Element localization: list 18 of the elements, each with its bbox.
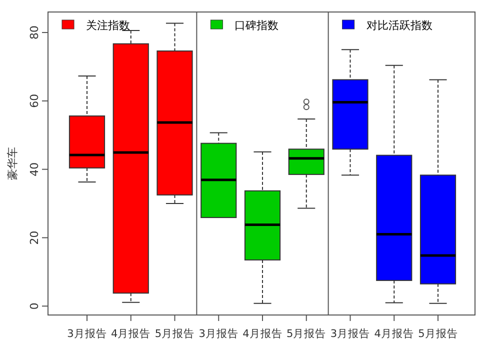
x-tick-label: 4月报告 bbox=[111, 327, 151, 340]
x-tick-label: 3月报告 bbox=[67, 327, 107, 340]
x-tick-label: 3月报告 bbox=[330, 327, 370, 340]
x-tick-label: 3月报告 bbox=[198, 327, 238, 340]
legend-label: 口碑指数 bbox=[234, 19, 279, 32]
x-tick-label: 5月报告 bbox=[418, 327, 458, 340]
legend-label: 对比活跃指数 bbox=[366, 19, 432, 32]
y-tick-label: 80 bbox=[28, 26, 41, 40]
x-tick-label: 5月报告 bbox=[286, 327, 326, 340]
x-tick-label: 4月报告 bbox=[242, 327, 282, 340]
y-tick-label: 20 bbox=[28, 230, 41, 245]
y-tick-label: 0 bbox=[28, 302, 41, 310]
x-tick-label: 4月报告 bbox=[374, 327, 414, 340]
y-axis-title: 豪华车 bbox=[6, 147, 19, 180]
legend-label: 关注指数 bbox=[86, 19, 130, 32]
x-tick-label: 5月报告 bbox=[154, 327, 195, 340]
y-tick-label: 40 bbox=[28, 162, 41, 176]
y-tick-label: 60 bbox=[28, 94, 41, 108]
